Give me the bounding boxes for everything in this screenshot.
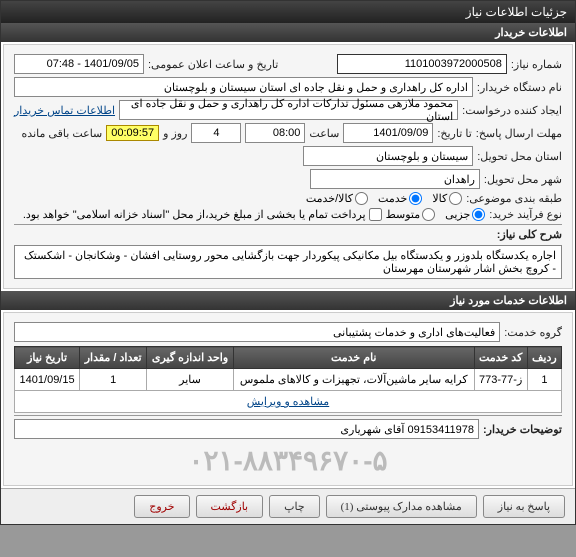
services-table: ردیف کد خدمت نام خدمت واحد اندازه گیری ت… (14, 346, 562, 413)
buyer-notes-value: 09153411978 آقای شهریاری (14, 419, 479, 439)
buyer-name-value: اداره کل راهداری و حمل و نقل جاده ای است… (14, 77, 473, 97)
respond-button[interactable]: پاسخ به نیاز (483, 495, 565, 518)
classify-radio-group: کالا خدمت کالا/خدمت (306, 192, 462, 205)
th-code: کد خدمت (474, 347, 527, 369)
th-qty: تعداد / مقدار (80, 347, 147, 369)
time-label: ساعت (309, 127, 339, 140)
until-label: تا تاریخ: (437, 127, 471, 140)
deadline-label: مهلت ارسال پاسخ: (476, 127, 562, 140)
pay-note-checkbox[interactable] (369, 208, 382, 221)
buy-minor-item[interactable]: جزیی (445, 208, 485, 221)
deadline-time: 08:00 (245, 123, 305, 143)
deadline-date: 1401/09/09 (343, 123, 433, 143)
back-button[interactable]: بازگشت (196, 495, 264, 518)
button-bar: پاسخ به نیاز مشاهده مدارک پیوستی (1) چاپ… (1, 488, 575, 524)
th-date: تاریخ نیاز (15, 347, 80, 369)
group-label: گروه خدمت: (504, 326, 562, 339)
group-value: فعالیت‌های اداری و خدمات پشتیبانی (14, 322, 500, 342)
table-header-row: ردیف کد خدمت نام خدمت واحد اندازه گیری ت… (15, 347, 562, 369)
days-remain: 4 (191, 123, 241, 143)
details-window: جزئیات اطلاعات نیاز اطلاعات خریدار شماره… (0, 0, 576, 525)
announce-label: تاریخ و ساعت اعلان عمومی: (148, 58, 278, 71)
td-qty: 1 (80, 369, 147, 391)
classify-label: طبقه بندی موضوعی: (466, 192, 562, 205)
attachments-button[interactable]: مشاهده مدارک پیوستی (1) (326, 495, 477, 518)
days-and: روز و (163, 127, 187, 140)
province-value: سیستان و بلوچستان (303, 146, 473, 166)
buy-medium-item[interactable]: متوسط (386, 208, 436, 221)
services-panel: گروه خدمت: فعالیت‌های اداری و خدمات پشتی… (3, 312, 573, 486)
th-name: نام خدمت (233, 347, 474, 369)
td-date: 1401/09/15 (15, 369, 80, 391)
watermark-phone: ۰۲۱-۸۸۳۴۹۶۷۰-۵ (14, 442, 562, 479)
buy-process-label: نوع فرآیند خرید: (489, 208, 562, 221)
buy-process-group: جزیی متوسط (386, 208, 486, 221)
remain-suffix: ساعت باقی مانده (22, 127, 103, 140)
view-edit-link[interactable]: مشاهده و ویرایش (247, 396, 329, 408)
need-no-value: 1101003972000508 (337, 54, 507, 74)
table-row: 1 ز-77-773 کرایه سایر ماشین‌آلات، تجهیزا… (15, 369, 562, 391)
desc-value: اجاره یکدستگاه بلدوزر و یکدستگاه بیل مکا… (14, 245, 562, 279)
exit-button[interactable]: خروج (134, 495, 189, 518)
need-no-label: شماره نیاز: (511, 58, 562, 71)
buyer-name-label: نام دستگاه خریدار: (477, 81, 562, 94)
th-row: ردیف (527, 347, 561, 369)
pay-note-item[interactable]: پرداخت تمام یا بخشی از مبلغ خرید،از محل … (23, 208, 382, 221)
classify-goods-radio[interactable] (449, 192, 462, 205)
section-services: اطلاعات خدمات مورد نیاز (1, 291, 575, 310)
pay-note-label: پرداخت تمام یا بخشی از مبلغ خرید،از محل … (23, 208, 366, 221)
td-code: ز-77-773 (474, 369, 527, 391)
buy-medium-radio[interactable] (422, 208, 435, 221)
buy-minor-radio[interactable] (472, 208, 485, 221)
section-buyer-info: اطلاعات خریدار (1, 23, 575, 42)
classify-both-radio[interactable] (355, 192, 368, 205)
buyer-info-panel: شماره نیاز: 1101003972000508 تاریخ و ساع… (3, 44, 573, 289)
province-label: استان محل تحویل: (477, 150, 562, 163)
desc-label: شرح کلی نیاز: (497, 228, 562, 241)
city-value: راهدان (310, 169, 480, 189)
td-row: 1 (527, 369, 561, 391)
classify-service-radio[interactable] (409, 192, 422, 205)
buyer-notes-label: توضیحات خریدار: (483, 423, 562, 436)
classify-goods-item[interactable]: کالا (432, 192, 462, 205)
table-row-action: مشاهده و ویرایش (15, 391, 562, 413)
announce-value: 1401/09/05 - 07:48 (14, 54, 144, 74)
print-button[interactable]: چاپ (269, 495, 320, 518)
contact-link[interactable]: اطلاعات تماس خریدار (14, 104, 115, 117)
classify-service-item[interactable]: خدمت (378, 192, 422, 205)
window-title: جزئیات اطلاعات نیاز (466, 5, 567, 19)
requester-label: ایجاد کننده درخواست: (462, 104, 562, 117)
td-unit: سایر (147, 369, 234, 391)
classify-both-item[interactable]: کالا/خدمت (306, 192, 368, 205)
requester-value: محمود ملازهی مسئول تدارکات اداره کل راهد… (119, 100, 458, 120)
th-unit: واحد اندازه گیری (147, 347, 234, 369)
city-label: شهر محل تحویل: (484, 173, 562, 186)
titlebar: جزئیات اطلاعات نیاز (1, 1, 575, 23)
countdown: 00:09:57 (106, 125, 159, 141)
td-name: کرایه سایر ماشین‌آلات، تجهیزات و کالاهای… (233, 369, 474, 391)
